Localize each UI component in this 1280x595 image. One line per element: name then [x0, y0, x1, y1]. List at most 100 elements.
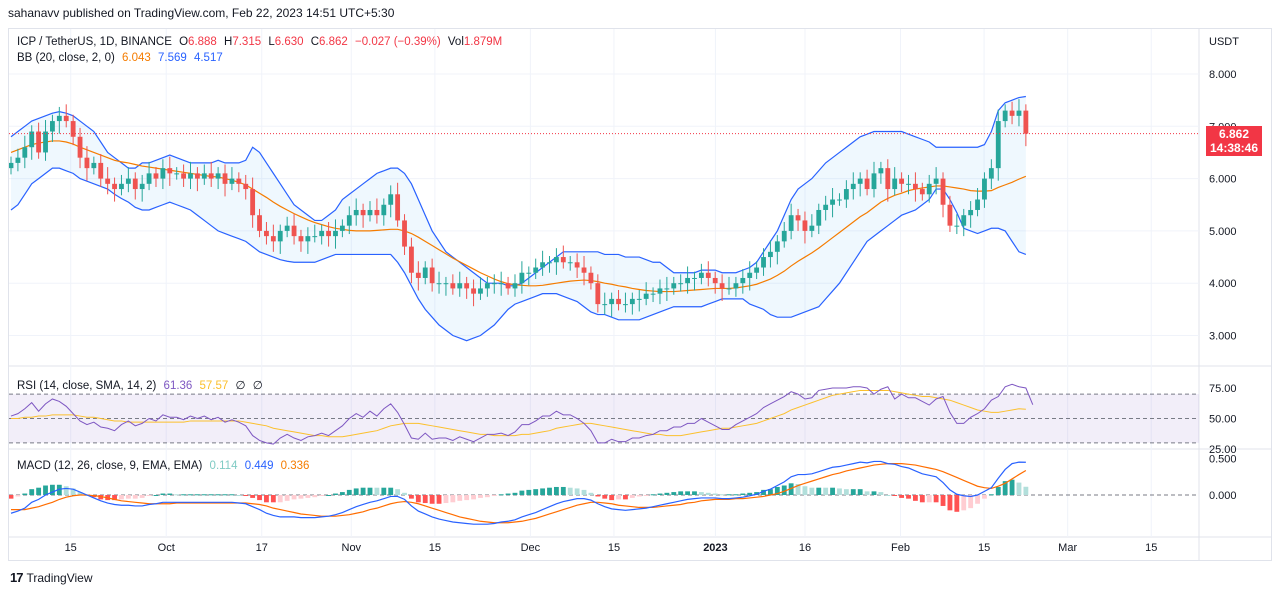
candle-body — [926, 183, 932, 195]
candle-body — [871, 173, 877, 190]
candle-body — [326, 230, 331, 237]
macd-histogram-bar — [15, 495, 21, 497]
bb-band-fill — [11, 96, 1026, 341]
macd-histogram-bar — [471, 495, 476, 500]
candle-body — [567, 262, 573, 264]
time-tick-label: Nov — [342, 542, 362, 554]
macd-histogram-bar — [678, 491, 684, 495]
candle-body — [1023, 110, 1029, 134]
candle-body — [547, 262, 552, 264]
candle-body — [843, 189, 849, 200]
candle-body — [464, 283, 470, 289]
chart-canvas[interactable]: 8.0007.0006.0005.0004.0003.000USDT15Oct1… — [9, 29, 1271, 560]
macd-histogram-bar — [174, 494, 180, 496]
candle-body — [705, 272, 711, 278]
candle-body — [719, 283, 725, 289]
candle-body — [409, 246, 414, 273]
candle-body — [298, 236, 304, 242]
macd-histogram-bar — [160, 493, 166, 495]
candle-body — [878, 168, 884, 174]
time-tick-label: 16 — [799, 542, 811, 554]
macd-histogram-bar — [498, 494, 504, 496]
macd-histogram-bar — [588, 492, 594, 495]
macd-histogram-bar — [540, 488, 546, 495]
candle-body — [933, 178, 939, 184]
rsi-tick-label: 75.00 — [1209, 383, 1237, 395]
candle-body — [9, 162, 14, 169]
macd-histogram-bar — [595, 495, 601, 497]
candle-body — [975, 199, 980, 210]
candle-body — [312, 236, 318, 238]
macd-histogram-bar — [270, 495, 276, 503]
candle-body — [664, 288, 670, 290]
time-tick-label: 15 — [65, 542, 77, 554]
candle-body — [353, 209, 359, 216]
macd-histogram-bar — [188, 494, 193, 496]
macd-histogram-bar — [547, 487, 552, 495]
macd-histogram-bar — [698, 492, 704, 495]
macd-histogram-bar — [429, 495, 435, 504]
macd-histogram-bar — [705, 492, 711, 495]
chart-frame[interactable]: 8.0007.0006.0005.0004.0003.000USDT15Oct1… — [8, 28, 1272, 561]
macd-histogram-bar — [146, 495, 152, 496]
macd-histogram-bar — [478, 495, 483, 498]
candle-body — [284, 225, 290, 231]
macd-histogram-bar — [581, 489, 587, 495]
macd-histogram-bar — [602, 495, 608, 499]
candle-body — [36, 131, 42, 153]
macd-histogram-bar — [837, 488, 842, 495]
candle-body — [194, 173, 200, 179]
candle-body — [609, 298, 615, 305]
candle-body — [132, 178, 138, 190]
legend-rsi-name: RSI (14, close, SMA, 14, 2) — [17, 380, 157, 392]
candle-body — [70, 121, 76, 137]
candle-body — [574, 262, 580, 268]
candle-body — [954, 225, 960, 227]
macd-histogram-bar — [512, 492, 518, 495]
candle-body — [809, 225, 815, 231]
macd-line — [10, 460, 1026, 525]
macd-tick-label: 0.000 — [1209, 490, 1237, 502]
macd-histogram-bar — [857, 489, 863, 495]
candle-body — [533, 267, 539, 273]
legend-rsi: RSI (14, close, SMA, 14, 2) 61.36 57.57 … — [17, 378, 267, 392]
candle-body — [257, 215, 262, 231]
legend-rsi-value: 61.36 — [163, 380, 193, 392]
candle-body — [906, 183, 911, 185]
candle-body — [388, 194, 394, 205]
macd-histogram-bar — [671, 492, 677, 495]
candle-body — [781, 230, 787, 242]
macd-histogram-bar — [112, 495, 117, 501]
legend-macd-name: MACD (12, 26, close, 9, EMA, EMA) — [17, 460, 203, 472]
macd-histogram-bar — [885, 495, 891, 496]
macd-histogram-bar — [747, 492, 753, 495]
macd-histogram-bar — [954, 495, 960, 512]
candle-body — [215, 173, 221, 179]
macd-histogram-bar — [77, 492, 83, 495]
macd-histogram-bar — [22, 493, 28, 495]
candle-body — [250, 189, 256, 216]
macd-histogram-bar — [298, 495, 304, 499]
footer-brand[interactable]: 17 TradingView — [10, 570, 93, 585]
candle-body — [139, 183, 145, 190]
macd-histogram-bar — [132, 495, 138, 499]
macd-histogram-bar — [740, 493, 746, 495]
macd-histogram-bar — [719, 494, 725, 496]
candle-body — [526, 272, 532, 274]
macd-histogram-bar — [305, 495, 311, 498]
candle-body — [188, 173, 193, 179]
macd-histogram-bar — [402, 492, 407, 495]
macd-histogram-bar — [98, 495, 104, 500]
candle-body — [381, 204, 387, 216]
candle-body — [768, 251, 773, 258]
macd-histogram-bar — [650, 494, 656, 496]
candle-body — [581, 267, 587, 273]
candle-body — [968, 209, 974, 216]
candle-body — [940, 178, 946, 205]
macd-histogram-bar — [353, 488, 359, 495]
candle-body — [119, 183, 124, 190]
macd-histogram-bar — [643, 495, 649, 496]
candle-body — [56, 115, 62, 122]
footer-brand-name: TradingView — [26, 570, 93, 585]
time-tick-label: 15 — [1145, 542, 1157, 554]
